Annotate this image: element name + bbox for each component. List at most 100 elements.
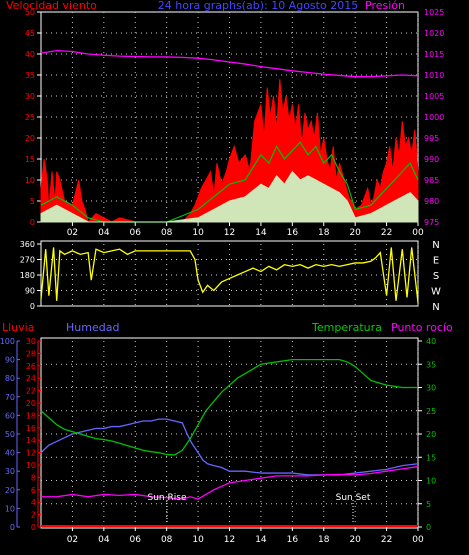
y-tick-label: 18	[26, 411, 36, 420]
x-tick-label: 18	[318, 228, 330, 238]
x-tick-label: 12	[224, 535, 235, 545]
panel1-y-left-ticks: 0 5 10 15 20 25 30 35 40 45 50	[25, 8, 35, 227]
y-tick-label: 24	[26, 374, 36, 383]
x-tick-label: 02	[67, 535, 78, 545]
x-tick-label: 02	[67, 228, 78, 238]
x-tick-label: 00	[412, 535, 424, 545]
y-tick-label: 25	[25, 113, 35, 122]
y-tick-label: 0	[31, 523, 36, 532]
y-tick-label: 50	[25, 8, 35, 17]
y-tick-label: 1020	[424, 29, 444, 38]
x-tick-label: 20	[349, 535, 361, 545]
y-tick-label: 16	[26, 424, 36, 433]
y-tick-label: 180	[20, 271, 35, 280]
y-tick-label: 35	[426, 360, 436, 369]
y-tick-label: 40	[25, 50, 35, 59]
y-tick-label: 1025	[424, 8, 444, 17]
y-tick-label: 1000	[424, 113, 444, 122]
y-tick-label: 15	[426, 453, 436, 462]
y-tick-label: 100	[0, 337, 15, 346]
x-tick-label: 14	[255, 535, 267, 545]
y-tick-label: 20	[26, 399, 36, 408]
y-tick-label: 8	[31, 473, 36, 482]
temperature-line	[40, 358, 418, 456]
y-tick-label: 985	[424, 176, 439, 185]
dewpoint-axis-title: Punto rocío	[391, 321, 453, 334]
x-tick-label: 06	[130, 228, 142, 238]
x-tick-label: 14	[255, 228, 267, 238]
y-tick-label: 20	[25, 134, 35, 143]
x-tick-label: 00	[412, 228, 424, 238]
y-tick-label: 1010	[424, 71, 444, 80]
y-tick-label: 40	[5, 449, 15, 458]
panel1-y-right-ticks: 975 980 985 990 995 1000 1005 1010 1015 1020 1025	[424, 8, 444, 227]
y-tick-label: 5	[30, 197, 35, 206]
x-tick-label: 06	[130, 535, 142, 545]
pressure-title: Presión	[365, 0, 405, 12]
y-tick-label: 975	[424, 218, 439, 227]
y-tick-label: 30	[25, 92, 35, 101]
y-tick-label: W	[431, 287, 441, 298]
y-tick-label: 10	[5, 504, 15, 513]
y-tick-label: 26	[26, 362, 36, 371]
y-tick-label: 1015	[424, 50, 444, 59]
x-tick-label: 12	[224, 228, 235, 238]
panel3-y-rain-ticks: 0 10 20 30 40 50 60 70 80 90 100	[0, 337, 20, 532]
y-tick-label: 980	[424, 197, 439, 206]
panel3-grid	[16, 340, 422, 531]
wind-direction-line	[40, 247, 419, 303]
y-tick-label: S	[433, 271, 439, 282]
panel1-x-ticks: 02 04 06 08 10 12 14 16 18 20 22 00	[67, 228, 424, 238]
y-tick-label: 25	[426, 407, 436, 416]
y-tick-label: 0	[426, 523, 431, 532]
y-tick-label: 14	[26, 436, 36, 445]
x-tick-label: 16	[287, 535, 299, 545]
dewpoint-line	[41, 465, 419, 500]
y-tick-label: 0	[30, 302, 35, 311]
y-tick-label: 10	[25, 176, 35, 185]
y-tick-label: 45	[25, 29, 35, 38]
y-tick-label: 90	[25, 287, 35, 296]
y-tick-label: 5	[426, 500, 431, 509]
y-tick-label: 10	[426, 477, 436, 486]
y-tick-label: 20	[5, 486, 15, 495]
x-tick-label: 20	[349, 228, 361, 238]
sunset-label: Sun Set	[336, 493, 371, 503]
y-tick-label: 10	[26, 461, 36, 470]
wind-speed-title: Velocidad viento	[6, 0, 97, 12]
y-tick-label: 360	[20, 240, 35, 249]
pressure-line	[40, 49, 419, 78]
y-tick-label: 0	[10, 523, 15, 532]
wind-average-area	[40, 170, 419, 223]
x-tick-label: 22	[381, 535, 392, 545]
x-tick-label: 10	[192, 228, 204, 238]
x-tick-label: 04	[98, 228, 110, 238]
y-tick-label: 2	[31, 511, 36, 520]
y-tick-label: 20	[426, 430, 436, 439]
y-tick-label: 40	[426, 337, 436, 346]
y-tick-label: 35	[25, 71, 35, 80]
y-tick-label: 1005	[424, 92, 444, 101]
y-tick-label: 22	[26, 387, 36, 396]
y-tick-label: 70	[5, 393, 15, 402]
y-tick-label: 990	[424, 155, 439, 164]
y-tick-label: 0	[30, 218, 35, 227]
panel3-series	[40, 358, 419, 527]
sunrise-label: Sun Rise	[148, 493, 187, 503]
panel2-y-left-ticks: 0 90 180 270 360	[20, 240, 35, 311]
y-tick-label: 80	[5, 374, 15, 383]
panel3-x-ticks: 02 04 06 08 10 12 14 16 18 20 22 00	[67, 535, 424, 545]
y-tick-label: 60	[5, 411, 15, 420]
y-tick-label: 6	[31, 486, 36, 495]
x-tick-label: 04	[98, 535, 110, 545]
y-tick-label: 995	[424, 134, 439, 143]
x-tick-label: 08	[161, 228, 173, 238]
humidity-axis-title: Humedad	[66, 321, 119, 334]
x-tick-label: 18	[318, 535, 330, 545]
y-tick-label: 30	[5, 467, 15, 476]
x-tick-label: 22	[381, 228, 392, 238]
panel1-series	[40, 49, 419, 224]
y-tick-label: 12	[26, 449, 36, 458]
